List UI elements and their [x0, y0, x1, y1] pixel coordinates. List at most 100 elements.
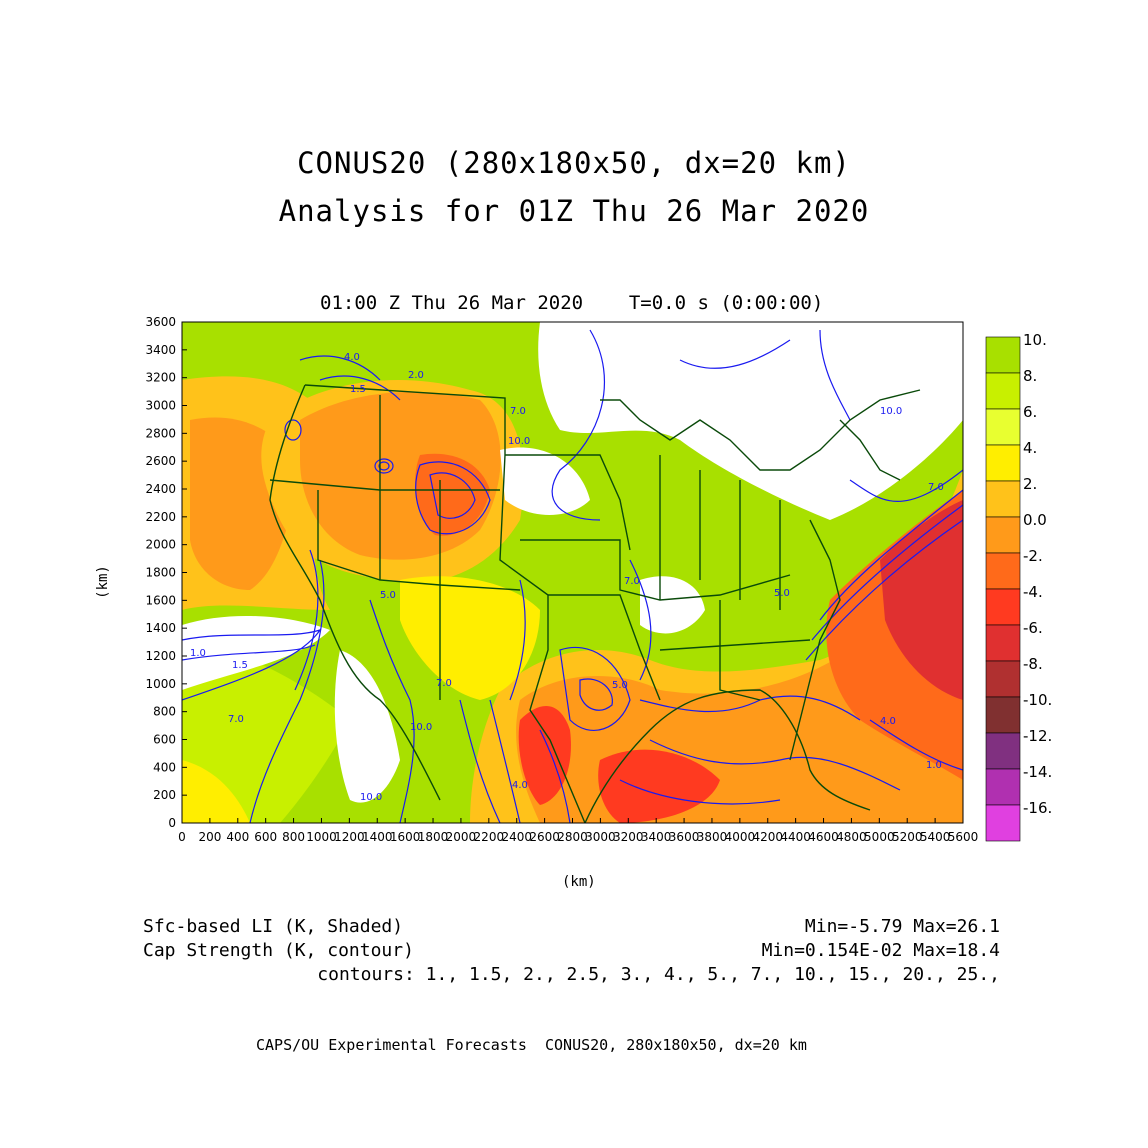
x-tick-label: 2800 — [557, 830, 588, 844]
colorbar-swatch — [985, 624, 1021, 662]
y-tick-label: 1000 — [145, 677, 176, 691]
shaded-field — [182, 322, 963, 823]
colorbar-label: -8. — [1023, 655, 1043, 673]
colorbar-label: -10. — [1023, 691, 1052, 709]
x-tick-label: 4200 — [752, 830, 783, 844]
y-tick-label: 2600 — [145, 454, 176, 468]
colorbar-label: -2. — [1023, 547, 1043, 565]
colorbar-swatch — [985, 588, 1021, 626]
contour-label: 4.0 — [880, 716, 896, 727]
colorbar-swatch — [985, 372, 1021, 410]
colorbar-swatch — [985, 408, 1021, 446]
y-tick-label: 0 — [168, 816, 176, 830]
colorbar-label: 8. — [1023, 367, 1037, 385]
x-tick-label: 3400 — [641, 830, 672, 844]
colorbar-swatch — [985, 660, 1021, 698]
colorbar-swatch — [985, 768, 1021, 806]
colorbar-swatch — [985, 444, 1021, 482]
colorbar-label: 10. — [1023, 331, 1047, 349]
main-title: CONUS20 (280x180x50, dx=20 km) — [297, 146, 851, 180]
y-tick-label: 2200 — [145, 510, 176, 524]
x-tick-label: 4000 — [725, 830, 756, 844]
contour-label: 7.0 — [436, 678, 452, 689]
colorbar-label: 6. — [1023, 403, 1037, 421]
y-tick-label: 600 — [153, 733, 176, 747]
y-axis-ticks: 0 200 400 600 800 1000 1200 1400 1600 1800 2000 220… — [145, 315, 187, 830]
y-tick-label: 200 — [153, 788, 176, 802]
x-tick-label: 4800 — [836, 830, 867, 844]
y-tick-label: 2800 — [145, 426, 176, 440]
x-tick-label: 400 — [226, 830, 249, 844]
x-tick-label: 2200 — [474, 830, 505, 844]
x-tick-label: 5600 — [948, 830, 979, 844]
y-tick-label: 400 — [153, 760, 176, 774]
y-tick-label: 3000 — [145, 399, 176, 413]
field2-label: Cap Strength (K, contour) — [143, 940, 414, 961]
contour-label: 10.0 — [880, 406, 902, 417]
colorbar-swatch — [985, 696, 1021, 734]
y-tick-label: 1200 — [145, 649, 176, 663]
colorbar-label: -12. — [1023, 727, 1052, 745]
contour-label: 4.0 — [512, 780, 528, 791]
colorbar-label: -16. — [1023, 799, 1052, 817]
y-tick-label: 2400 — [145, 482, 176, 496]
y-tick-label: 3400 — [145, 343, 176, 357]
contour-label: 1.0 — [926, 760, 942, 771]
colorbar-label: -4. — [1023, 583, 1043, 601]
contour-label: 1.5 — [232, 660, 248, 671]
x-tick-label: 0 — [178, 830, 186, 844]
contour-label: 4.0 — [344, 352, 360, 363]
contour-label: 2.0 — [408, 370, 424, 381]
x-tick-label: 1200 — [334, 830, 365, 844]
x-axis-ticks: 0 200 400 600 800 100012001400160018002000220… — [178, 818, 978, 844]
x-tick-label: 200 — [198, 830, 221, 844]
contour-label: 7.0 — [510, 406, 526, 417]
y-tick-label: 3200 — [145, 371, 176, 385]
x-tick-label: 3000 — [585, 830, 616, 844]
x-tick-label: 1000 — [306, 830, 337, 844]
field1-label: Sfc-based LI (K, Shaded) — [143, 916, 404, 937]
colorbar-label: -14. — [1023, 763, 1052, 781]
x-axis-label: (km) — [562, 874, 596, 890]
colorbar-swatch — [985, 480, 1021, 518]
plot-time-header: 01:00 Z Thu 26 Mar 2020 T=0.0 s (0:00:00… — [320, 292, 824, 314]
colorbar-label: 0.0 — [1023, 511, 1047, 529]
colorbar-swatch — [985, 336, 1021, 374]
contour-label: 5.0 — [774, 588, 790, 599]
contour-label: 5.0 — [380, 590, 396, 601]
x-tick-label: 800 — [282, 830, 305, 844]
contour-label: 1.0 — [190, 648, 206, 659]
y-axis-label: (km) — [94, 565, 111, 599]
x-tick-label: 3600 — [669, 830, 700, 844]
footer-credit: CAPS/OU Experimental Forecasts CONUS20, … — [256, 1036, 807, 1054]
y-tick-label: 800 — [153, 705, 176, 719]
colorbar-swatch — [985, 516, 1021, 554]
contour-label: 7.0 — [228, 714, 244, 725]
contour-label: 5.0 — [612, 680, 628, 691]
x-tick-label: 2400 — [501, 830, 532, 844]
y-tick-label: 2000 — [145, 538, 176, 552]
contour-label: 10.0 — [410, 722, 432, 733]
colorbar-swatch — [985, 552, 1021, 590]
x-tick-label: 1800 — [418, 830, 449, 844]
colorbar-label: 4. — [1023, 439, 1037, 457]
y-tick-label: 3600 — [145, 315, 176, 329]
colorbar-label: -6. — [1023, 619, 1043, 637]
political-borders — [269, 384, 921, 823]
contour-label: 10.0 — [360, 792, 382, 803]
y-tick-label: 1400 — [145, 621, 176, 635]
x-tick-label: 5200 — [892, 830, 923, 844]
x-tick-label: 4600 — [808, 830, 839, 844]
x-tick-label: 3800 — [697, 830, 728, 844]
field2-range: Min=0.154E-02 Max=18.4 — [761, 940, 1000, 961]
x-tick-label: 2000 — [446, 830, 477, 844]
contour-label: 7.0 — [624, 576, 640, 587]
x-tick-label: 2600 — [529, 830, 560, 844]
x-tick-label: 1400 — [362, 830, 393, 844]
analysis-title: Analysis for 01Z Thu 26 Mar 2020 — [278, 194, 870, 228]
x-tick-label: 3200 — [613, 830, 644, 844]
x-tick-label: 5400 — [920, 830, 951, 844]
x-tick-label: 1600 — [390, 830, 421, 844]
field1-range: Min=-5.79 Max=26.1 — [804, 916, 1000, 937]
